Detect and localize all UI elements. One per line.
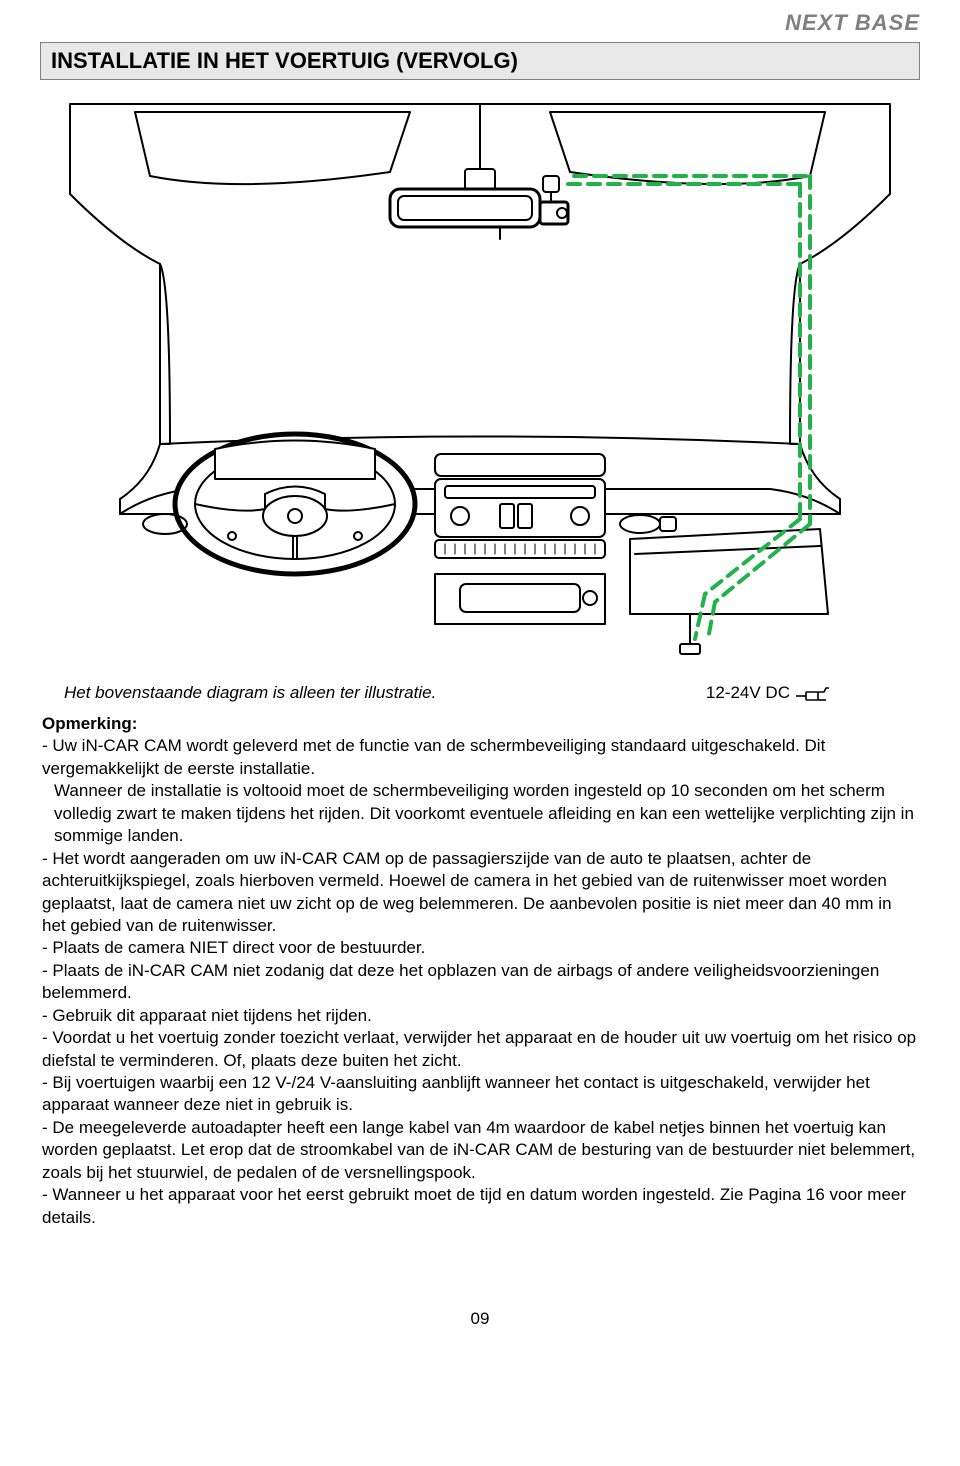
note-item: - De meegeleverde autoadapter heeft een … [42,1117,918,1184]
brand-logo: NEXT BASE [40,10,920,36]
note-item: - Het wordt aangeraden om uw iN-CAR CAM … [42,848,918,938]
page-number: 09 [40,1309,920,1329]
note-item: - Gebruik dit apparaat niet tijdens het … [42,1005,918,1027]
notes-section: Opmerking: - Uw iN-CAR CAM wordt gelever… [40,713,920,1229]
page-title: INSTALLATIE IN HET VOERTUIG (VERVOLG) [40,42,920,80]
notes-label: Opmerking: [42,713,918,735]
note-item: - Wanneer u het apparaat voor het eerst … [42,1184,918,1229]
diagram-caption-right: 12-24V DC [706,683,830,703]
note-item: - Voordat u het voertuig zonder toezicht… [42,1027,918,1072]
voltage-label: 12-24V DC [706,683,790,703]
note-item: Wanneer de installatie is voltooid moet … [42,780,918,847]
diagram-caption-left: Het bovenstaande diagram is alleen ter i… [64,683,436,703]
note-item: - Uw iN-CAR CAM wordt geleverd met de fu… [42,735,918,780]
diagram-caption-row: Het bovenstaande diagram is alleen ter i… [40,683,920,703]
power-plug-icon [796,684,830,702]
car-interior-diagram [40,84,920,679]
note-item: - Bij voertuigen waarbij een 12 V-/24 V-… [42,1072,918,1117]
note-item: - Plaats de camera NIET direct voor de b… [42,937,918,959]
note-item: - Plaats de iN-CAR CAM niet zodanig dat … [42,960,918,1005]
